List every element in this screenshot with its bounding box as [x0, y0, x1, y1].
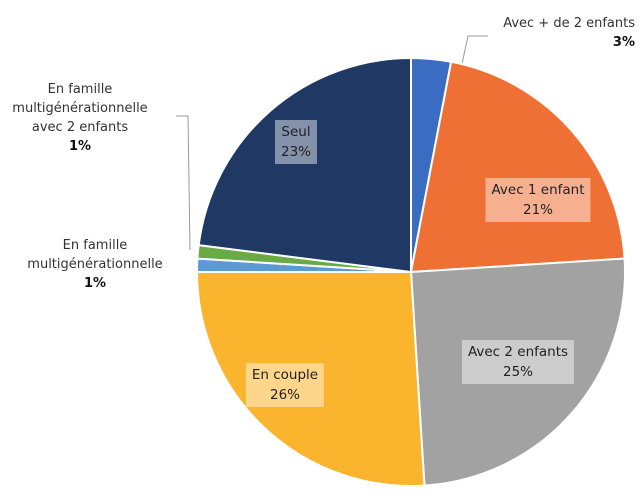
slice-label: En couple 26% — [245, 363, 325, 407]
value-label: 21% — [522, 202, 554, 218]
slice-label: Avec 2 enfants 25% — [461, 340, 575, 384]
pie-slice — [197, 56, 412, 274]
pie-slice — [195, 271, 426, 487]
leader-line — [176, 115, 191, 251]
category-label: En famille multigénérationnelle avec 2 e… — [12, 82, 148, 135]
category-label: Avec + de 2 enfants — [503, 16, 635, 31]
value-label: 1% — [68, 139, 92, 154]
pie-slice — [409, 60, 626, 274]
category-label: Avec 1 enfant — [491, 182, 585, 198]
slice-label: Avec + de 2 enfants 3% — [470, 14, 635, 52]
category-label: En couple — [251, 367, 319, 383]
slice-label: Seul 23% — [274, 120, 318, 164]
value-label: 23% — [280, 144, 312, 160]
slice-label: En famille multigénérationnelle avec 2 e… — [5, 80, 155, 156]
category-label: En famille multigénérationnelle — [27, 238, 163, 272]
leader-line — [461, 35, 488, 65]
slice-label: En famille multigénérationnelle 1% — [20, 236, 170, 293]
value-label: 1% — [83, 276, 107, 291]
value-label: 26% — [269, 387, 300, 403]
pie-slice — [409, 257, 626, 487]
value-label: 25% — [502, 364, 534, 380]
slice-label: Avec 1 enfant 21% — [485, 178, 591, 222]
category-label: Avec 2 enfants — [467, 344, 569, 360]
value-label: 3% — [612, 35, 635, 50]
category-label: Seul — [281, 124, 311, 140]
